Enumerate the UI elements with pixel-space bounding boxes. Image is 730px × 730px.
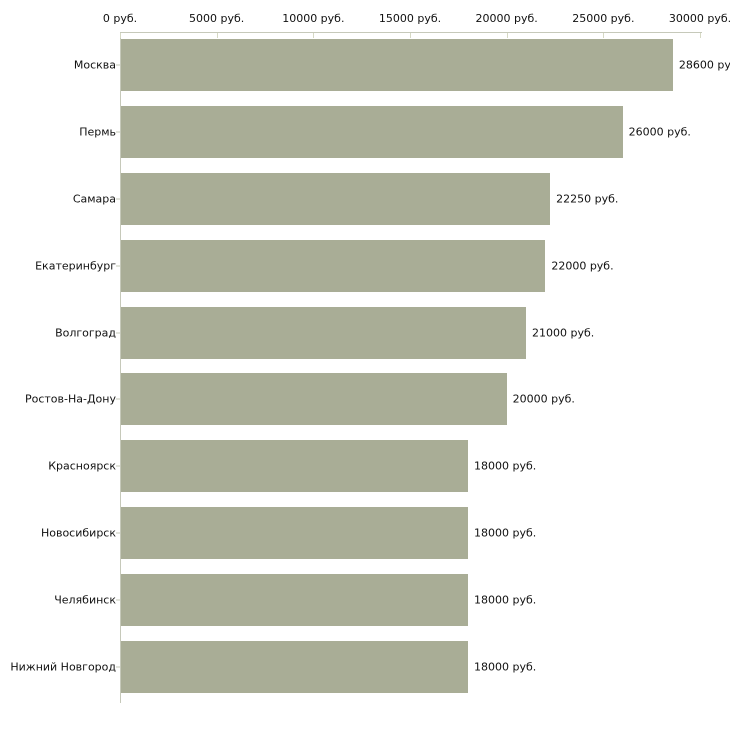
- category-tick: [116, 131, 120, 133]
- x-axis-tick: [313, 33, 315, 38]
- category-label: Пермь: [79, 125, 116, 139]
- category-label: Красноярск: [48, 459, 116, 473]
- x-axis-tick: [506, 33, 508, 38]
- category-label: Челябинск: [54, 593, 116, 607]
- bar-5: [121, 306, 526, 359]
- x-axis-tick: [700, 33, 701, 38]
- category-tick: [116, 599, 120, 601]
- x-axis-tick: [410, 33, 411, 38]
- bar-6: [121, 373, 507, 426]
- x-axis-tick-label: 0 руб.: [102, 12, 138, 25]
- bar-2: [121, 106, 623, 159]
- category-tick: [116, 532, 120, 534]
- category-tick: [116, 64, 120, 66]
- x-axis-tick: [603, 33, 605, 38]
- bar-7: [121, 440, 468, 493]
- x-axis-tick-label: 5000 руб.: [189, 12, 245, 25]
- x-axis-tick-label: 10000 руб.: [282, 12, 345, 25]
- x-axis-line: [120, 32, 702, 33]
- category-label: Москва: [73, 58, 116, 72]
- category-label: Ростов-На-Дону: [24, 392, 116, 406]
- y-axis-line: [120, 32, 121, 703]
- category-tick: [116, 332, 120, 334]
- category-tick: [116, 666, 120, 668]
- value-label: 26000 руб.: [628, 125, 691, 139]
- value-label: 18000 руб.: [474, 526, 537, 540]
- category-tick: [116, 465, 120, 467]
- category-label: Екатеринбург: [35, 259, 116, 273]
- x-axis-tick: [216, 33, 218, 38]
- x-axis-tick-label: 15000 руб.: [378, 12, 442, 25]
- value-label: 21000 руб.: [532, 326, 595, 340]
- category-label: Волгоград: [55, 326, 116, 340]
- value-label: 28600 руб.: [678, 58, 730, 72]
- x-axis-tick-label: 30000 руб.: [668, 12, 730, 25]
- value-label: 18000 руб.: [474, 459, 537, 473]
- value-label: 20000 руб.: [512, 392, 575, 406]
- x-axis-tick-label: 25000 руб.: [572, 12, 635, 25]
- value-label: 22250 руб.: [556, 192, 619, 206]
- category-label: Новосибирск: [40, 526, 116, 540]
- category-label: Самара: [72, 192, 116, 206]
- category-label: Нижний Новгород: [10, 660, 116, 674]
- category-tick: [116, 398, 120, 400]
- x-axis-tick-label: 20000 руб.: [475, 12, 538, 25]
- value-label: 22000 руб.: [551, 259, 614, 273]
- category-tick: [116, 265, 120, 267]
- bar-10: [121, 640, 468, 693]
- bar-3: [121, 173, 551, 225]
- bar-4: [121, 239, 546, 292]
- category-tick: [116, 198, 120, 200]
- bar-1: [121, 39, 673, 92]
- x-axis-tick: [120, 33, 121, 38]
- bar-9: [121, 573, 468, 626]
- value-label: 18000 руб.: [474, 593, 537, 607]
- bar-8: [121, 507, 468, 559]
- value-label: 18000 руб.: [474, 660, 537, 674]
